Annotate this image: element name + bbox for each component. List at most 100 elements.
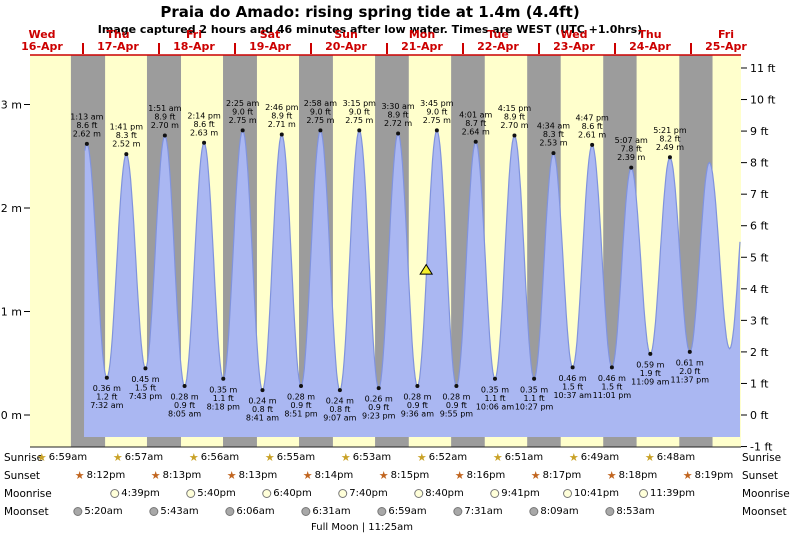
sunrise-icon: ★ [492, 451, 503, 464]
high-tide-m: 2.70 m [151, 121, 179, 130]
low-tide-m: 0.35 m [481, 385, 509, 394]
low-tide-time: 10:06 am [476, 402, 515, 411]
sunrise-entry: ★ 6:51am [493, 452, 543, 463]
low-tide-time: 7:32 am [90, 401, 123, 410]
low-tide-m: 0.24 m [326, 397, 354, 406]
tide-point [202, 140, 207, 145]
sunset-time: 8:16pm [466, 470, 506, 481]
high-tide-ft: 9.0 ft [232, 107, 253, 116]
high-tide-m: 2.75 m [229, 116, 257, 125]
high-tide-ft: 8.7 ft [465, 119, 486, 128]
moonset-time: 6:59am [388, 506, 427, 517]
low-tide-m: 0.36 m [93, 384, 121, 393]
high-tide-ft: 8.3 ft [116, 131, 137, 140]
right-axis-label: 1 ft [750, 377, 769, 390]
moonset-time: 8:09am [540, 506, 579, 517]
high-tide-ft: 8.6 ft [194, 120, 215, 129]
moonrise-entry: 7:40pm [338, 488, 388, 499]
sunrise-label-right: Sunrise [742, 452, 782, 464]
date-weekday: Mon [409, 28, 435, 41]
tide-point [376, 386, 381, 391]
high-tide-ft: 9.0 ft [426, 107, 447, 116]
low-tide-m: 0.28 m [171, 393, 199, 402]
tide-point [279, 132, 284, 137]
date-weekday: Thu [106, 28, 129, 41]
high-tide-ft: 8.6 ft [582, 122, 603, 131]
sunrise-time: 6:52am [428, 452, 468, 463]
low-tide-time: 11:09 am [631, 377, 670, 386]
left-axis-label: 2 m [1, 202, 22, 215]
low-tide-m: 0.61 m [676, 358, 704, 367]
tide-point [570, 365, 575, 370]
moonrise-time: 8:40pm [425, 488, 464, 499]
moonrise-entry: 6:40pm [262, 488, 312, 499]
low-tide-m: 0.35 m [520, 385, 548, 394]
tide-point [182, 384, 187, 389]
low-tide-time: 9:55 pm [440, 410, 474, 419]
moonset-entry: 6:31am [301, 506, 351, 517]
chart-subtitle: Image captured 2 hours and 46 minutes af… [97, 23, 643, 36]
moonrise-entry: 10:41pm [563, 488, 619, 499]
high-tide-m: 2.49 m [656, 143, 684, 152]
sunset-time: 8:18pm [618, 470, 658, 481]
high-tide-ft: 8.9 ft [271, 112, 292, 121]
right-axis-label: 10 ft [750, 94, 776, 107]
sunset-label-right: Sunset [742, 470, 779, 482]
moonrise-entry: 5:40pm [186, 488, 236, 499]
sunset-entry: ★ 8:18pm [607, 470, 657, 481]
sunset-time: 8:15pm [390, 470, 430, 481]
sunset-icon: ★ [150, 469, 161, 482]
high-tide-time: 2:46 pm [265, 103, 299, 112]
high-tide-m: 2.39 m [617, 153, 645, 162]
high-tide-time: 4:15 pm [498, 104, 532, 113]
date-weekday: Fri [186, 28, 202, 41]
sunset-icon: ★ [226, 469, 237, 482]
low-tide-m: 0.28 m [442, 393, 470, 402]
sunrise-time: 6:59am [48, 452, 88, 463]
high-tide-time: 4:47 pm [575, 113, 609, 122]
date-label: 20-Apr [325, 40, 367, 53]
sunrise-time: 6:56am [200, 452, 240, 463]
sunset-entry: ★ 8:19pm [683, 470, 733, 481]
sunset-icon: ★ [530, 469, 541, 482]
sunset-time: 8:19pm [694, 470, 734, 481]
sunrise-icon: ★ [416, 451, 427, 464]
date-weekday: Thu [638, 28, 661, 41]
sunset-time: 8:14pm [314, 470, 354, 481]
sunrise-entry: ★ 6:57am [113, 452, 163, 463]
sunrise-icon: ★ [188, 451, 199, 464]
moonset-time: 8:53am [616, 506, 655, 517]
tide-point [434, 128, 439, 133]
moonrise-icon [490, 489, 500, 498]
right-axis-label: 8 ft [750, 157, 769, 170]
right-axis-label: 5 ft [750, 251, 769, 264]
tide-point [415, 384, 420, 389]
moonrise-icon [338, 489, 348, 498]
date-weekday: Wed [28, 28, 55, 41]
date-label: 23-Apr [553, 40, 595, 53]
low-tide-time: 8:05 am [168, 410, 201, 419]
sunrise-time: 6:48am [656, 452, 696, 463]
moonrise-label-left: Moonrise [4, 488, 52, 500]
moonset-time: 7:31am [464, 506, 503, 517]
tide-point [609, 365, 614, 370]
sunrise-icon: ★ [36, 451, 47, 464]
sunset-icon: ★ [682, 469, 693, 482]
moonset-icon [605, 507, 615, 516]
sunrise-entry: ★ 6:48am [645, 452, 695, 463]
sunset-entry: ★ 8:14pm [303, 470, 353, 481]
low-tide-time: 9:23 pm [362, 412, 396, 421]
low-tide-ft: 2.0 ft [679, 367, 700, 376]
low-tide-time: 9:07 am [323, 414, 356, 423]
low-tide-ft: 0.8 ft [329, 405, 350, 414]
date-label: 17-Apr [97, 40, 139, 53]
date-label: 24-Apr [629, 40, 671, 53]
low-tide-ft: 1.5 ft [562, 382, 583, 391]
moonset-icon [453, 507, 463, 516]
tide-point [299, 384, 304, 389]
moonrise-time: 4:39pm [121, 488, 160, 499]
sunrise-time: 6:51am [504, 452, 544, 463]
sunrise-entry: ★ 6:55am [265, 452, 315, 463]
moonset-entry: 5:20am [73, 506, 123, 517]
sunrise-time: 6:49am [580, 452, 620, 463]
